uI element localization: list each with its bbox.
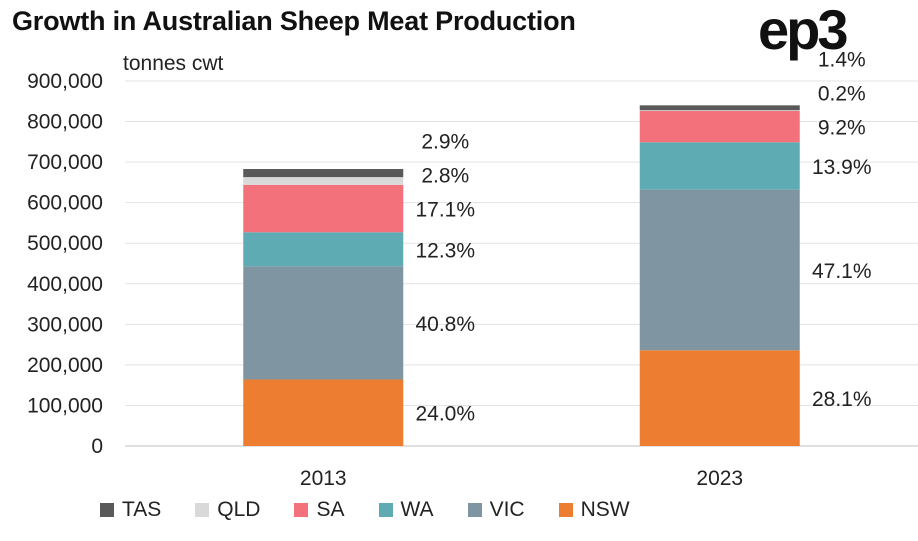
bar-segment-sa-2013	[243, 184, 404, 233]
legend-label: NSW	[580, 498, 630, 521]
data-label-wa-2013: 12.3%	[415, 239, 475, 262]
bar-segment-tas-2023	[639, 105, 800, 111]
x-tick-label: 2023	[696, 467, 743, 490]
data-label-tas-2023: 1.4%	[818, 49, 866, 72]
bar-segment-sa-2023	[639, 111, 800, 143]
data-label-qld-2013: 2.8%	[421, 165, 469, 188]
y-tick-label: 500,000	[27, 232, 103, 255]
data-label-vic-2013: 40.8%	[415, 313, 475, 336]
y-tick-label: 700,000	[27, 151, 103, 174]
data-label-sa-2013: 17.1%	[415, 199, 475, 222]
bar-segment-vic-2023	[639, 189, 800, 351]
legend-swatch	[294, 503, 309, 517]
legend-swatch	[558, 503, 573, 517]
legend-swatch	[100, 503, 114, 517]
ep3-logo: ep3	[758, 0, 848, 61]
y-tick-label: 400,000	[27, 273, 103, 296]
legend-label: VIC	[489, 498, 525, 521]
legend-item-sa: SA	[294, 498, 345, 522]
legend-item-tas: TAS	[100, 498, 161, 522]
data-label-nsw-2023: 28.1%	[812, 388, 872, 411]
data-label-nsw-2013: 24.0%	[415, 403, 475, 426]
bar-segment-nsw-2023	[639, 350, 800, 446]
bar-segment-qld-2023	[639, 110, 800, 112]
data-label-qld-2023: 0.2%	[818, 83, 866, 106]
bar-segment-vic-2013	[243, 266, 404, 380]
y-axis-unit-label: tonnes cwt	[123, 52, 224, 75]
legend-swatch	[195, 503, 210, 517]
data-label-wa-2023: 13.9%	[812, 156, 872, 179]
y-tick-label: 900,000	[27, 70, 103, 93]
bar-segment-wa-2013	[243, 232, 404, 267]
bar-segment-tas-2013	[243, 169, 404, 178]
y-tick-label: 800,000	[27, 111, 103, 134]
chart-legend: TAS QLD SA WA VIC NSW	[100, 498, 664, 522]
legend-swatch	[378, 503, 393, 517]
data-label-vic-2023: 47.1%	[812, 260, 872, 283]
legend-label: TAS	[122, 498, 162, 521]
legend-item-wa: WA	[378, 498, 434, 522]
y-tick-label: 300,000	[27, 313, 103, 336]
x-tick-label: 2013	[300, 467, 347, 490]
y-tick-label: 200,000	[27, 354, 103, 377]
y-tick-label: 0	[91, 435, 103, 458]
bar-segment-wa-2023	[639, 142, 800, 190]
data-label-sa-2023: 9.2%	[818, 117, 866, 140]
data-label-tas-2013: 2.9%	[421, 131, 469, 154]
legend-item-nsw: NSW	[558, 498, 630, 522]
legend-label: SA	[316, 498, 345, 521]
legend-label: QLD	[217, 498, 261, 521]
legend-swatch	[467, 503, 482, 517]
legend-item-vic: VIC	[467, 498, 525, 522]
legend-label: WA	[400, 498, 434, 521]
bar-segment-qld-2013	[243, 177, 404, 185]
bar-segment-nsw-2013	[243, 379, 404, 446]
legend-item-qld: QLD	[195, 498, 260, 522]
chart-title: Growth in Australian Sheep Meat Producti…	[12, 6, 576, 36]
y-tick-label: 100,000	[27, 394, 103, 417]
y-tick-label: 600,000	[27, 192, 103, 215]
